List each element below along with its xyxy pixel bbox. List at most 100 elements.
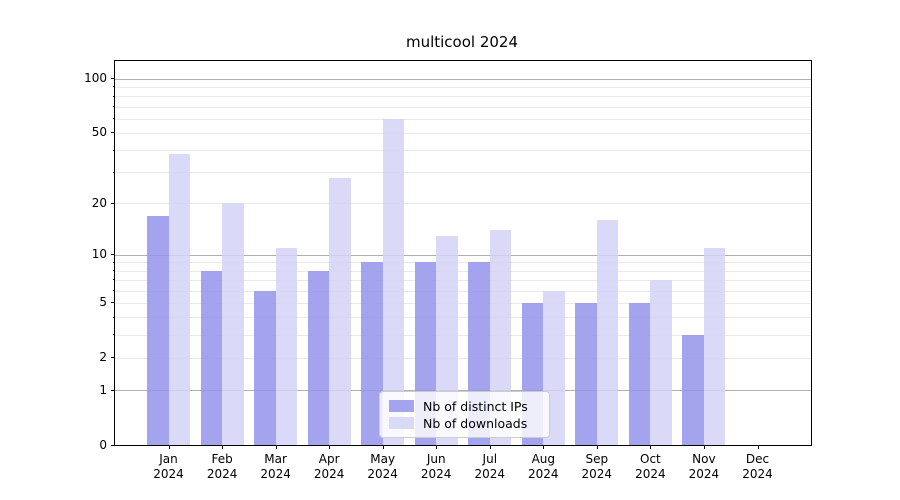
- legend: Nb of distinct IPs Nb of downloads: [379, 391, 550, 438]
- x-tick-dec: [757, 445, 759, 449]
- gridline-minor-50: [115, 132, 811, 134]
- bar-nb-of-distinct-ips-mar: [254, 290, 276, 445]
- bar-nb-of-downloads-oct: [650, 279, 672, 445]
- y-tick-minor-4: [113, 316, 115, 318]
- x-label-month: Jul: [482, 452, 498, 466]
- x-label-year: 2024: [688, 467, 720, 481]
- x-tick-label-mar: Mar 2024: [244, 452, 308, 482]
- bar-nb-of-downloads-feb: [222, 203, 244, 445]
- y-tick-minor-3: [113, 334, 115, 336]
- x-tick-jun: [436, 445, 438, 449]
- x-label-year: 2024: [206, 467, 238, 481]
- legend-row-downloads: Nb of downloads: [389, 415, 539, 431]
- y-tick-label-100: 100: [84, 71, 107, 86]
- bar-nb-of-distinct-ips-nov: [682, 334, 704, 445]
- x-tick-label-may: May 2024: [351, 452, 415, 482]
- y-tick-label-0: 0: [99, 437, 107, 452]
- bar-nb-of-downloads-may: [382, 118, 405, 445]
- y-tick-minor-70: [113, 106, 115, 108]
- legend-row-distinct-ips: Nb of distinct IPs: [389, 398, 539, 414]
- x-tick-sep: [596, 445, 598, 449]
- x-label-month: Feb: [211, 452, 233, 466]
- x-tick-mar: [275, 445, 277, 449]
- y-tick-label-10: 10: [91, 247, 107, 262]
- x-label-year: 2024: [742, 467, 773, 481]
- bar-nb-of-distinct-ips-oct: [628, 302, 651, 445]
- gridline-minor-60: [115, 118, 811, 120]
- x-tick-label-jun: Jun 2024: [404, 452, 468, 482]
- y-tick-label-50: 50: [91, 125, 107, 140]
- gridline-minor-5: [115, 302, 811, 304]
- y-tick-minor-6: [113, 290, 115, 291]
- chart-title: multicool 2024: [405, 33, 519, 51]
- y-tick-10: [111, 254, 115, 256]
- y-tick-minor-90: [113, 86, 115, 88]
- x-tick-label-nov: Nov 2024: [672, 452, 736, 482]
- gridline-major-1: [115, 390, 811, 391]
- y-tick-5: [111, 302, 115, 304]
- y-tick-100: [111, 78, 115, 80]
- bar-nb-of-downloads-nov: [703, 247, 726, 445]
- x-label-month: Jan: [159, 452, 178, 466]
- bar-nb-of-downloads-jan: [168, 154, 190, 445]
- x-label-month: Apr: [318, 452, 340, 466]
- x-label-month: Jun: [426, 452, 446, 466]
- x-tick-may: [382, 445, 384, 449]
- gridline-minor-80: [115, 96, 811, 98]
- x-label-month: Oct: [640, 452, 661, 466]
- x-tick-apr: [329, 445, 331, 449]
- y-tick-label-20: 20: [91, 195, 107, 210]
- x-tick-nov: [703, 445, 705, 449]
- bar-nb-of-downloads-apr: [329, 177, 351, 445]
- gridline-minor-30: [115, 172, 811, 174]
- x-tick-label-apr: Apr 2024: [297, 452, 361, 482]
- gridline-minor-2: [115, 357, 811, 359]
- x-label-month: Aug: [531, 452, 556, 466]
- gridline-major-100: [115, 78, 811, 80]
- x-tick-label-oct: Oct 2024: [618, 452, 682, 482]
- y-tick-minor-9: [113, 261, 115, 263]
- gridline-minor-8: [115, 270, 811, 272]
- y-tick-label-5: 5: [99, 295, 107, 310]
- legend-swatch-distinct-ips-icon: [389, 400, 414, 412]
- y-tick-minor-30: [113, 171, 115, 173]
- gridline-minor-70: [115, 106, 811, 108]
- x-label-month: May: [370, 452, 396, 466]
- plot-area: Nb of distinct IPs Nb of downloads 0 1 2 5 1…: [84, 60, 812, 481]
- x-label-month: Dec: [745, 452, 770, 466]
- y-tick-0: [111, 444, 115, 446]
- x-label-year: 2024: [313, 467, 345, 481]
- x-label-year: 2024: [153, 467, 184, 481]
- gridline-minor-20: [115, 203, 811, 205]
- x-tick-jan: [168, 445, 170, 449]
- gridline-minor-40: [115, 150, 811, 152]
- legend-label-distinct-ips: Nb of distinct IPs: [423, 398, 528, 414]
- x-label-year: 2024: [581, 467, 613, 481]
- x-label-year: 2024: [367, 467, 398, 481]
- gridline-minor-3: [115, 334, 811, 336]
- x-tick-oct: [650, 445, 652, 449]
- x-tick-aug: [543, 445, 545, 449]
- x-label-year: 2024: [260, 467, 291, 481]
- x-label-year: 2024: [635, 467, 666, 481]
- gridline-minor-4: [115, 317, 811, 319]
- x-label-month: Sep: [585, 452, 609, 466]
- y-tick-minor-8: [113, 270, 115, 272]
- x-tick-label-aug: Aug 2024: [511, 452, 575, 482]
- legend-swatch-downloads-icon: [389, 417, 414, 429]
- bar-nb-of-distinct-ips-jan: [147, 215, 169, 445]
- x-label-month: Nov: [692, 452, 716, 466]
- gridline-major-10: [115, 254, 811, 256]
- y-tick-2: [111, 357, 115, 359]
- y-tick-20: [111, 202, 115, 204]
- gridline-minor-90: [115, 86, 811, 88]
- x-label-year: 2024: [528, 467, 559, 481]
- gridline-minor-6: [115, 290, 811, 292]
- x-tick-label-jan: Jan 2024: [137, 452, 201, 482]
- y-tick-minor-7: [113, 279, 115, 281]
- x-tick-label-dec: Dec 2024: [726, 452, 790, 482]
- gridline-minor-9: [115, 262, 811, 264]
- x-tick-label-sep: Sep 2024: [565, 452, 629, 482]
- y-tick-label-1: 1: [99, 382, 107, 397]
